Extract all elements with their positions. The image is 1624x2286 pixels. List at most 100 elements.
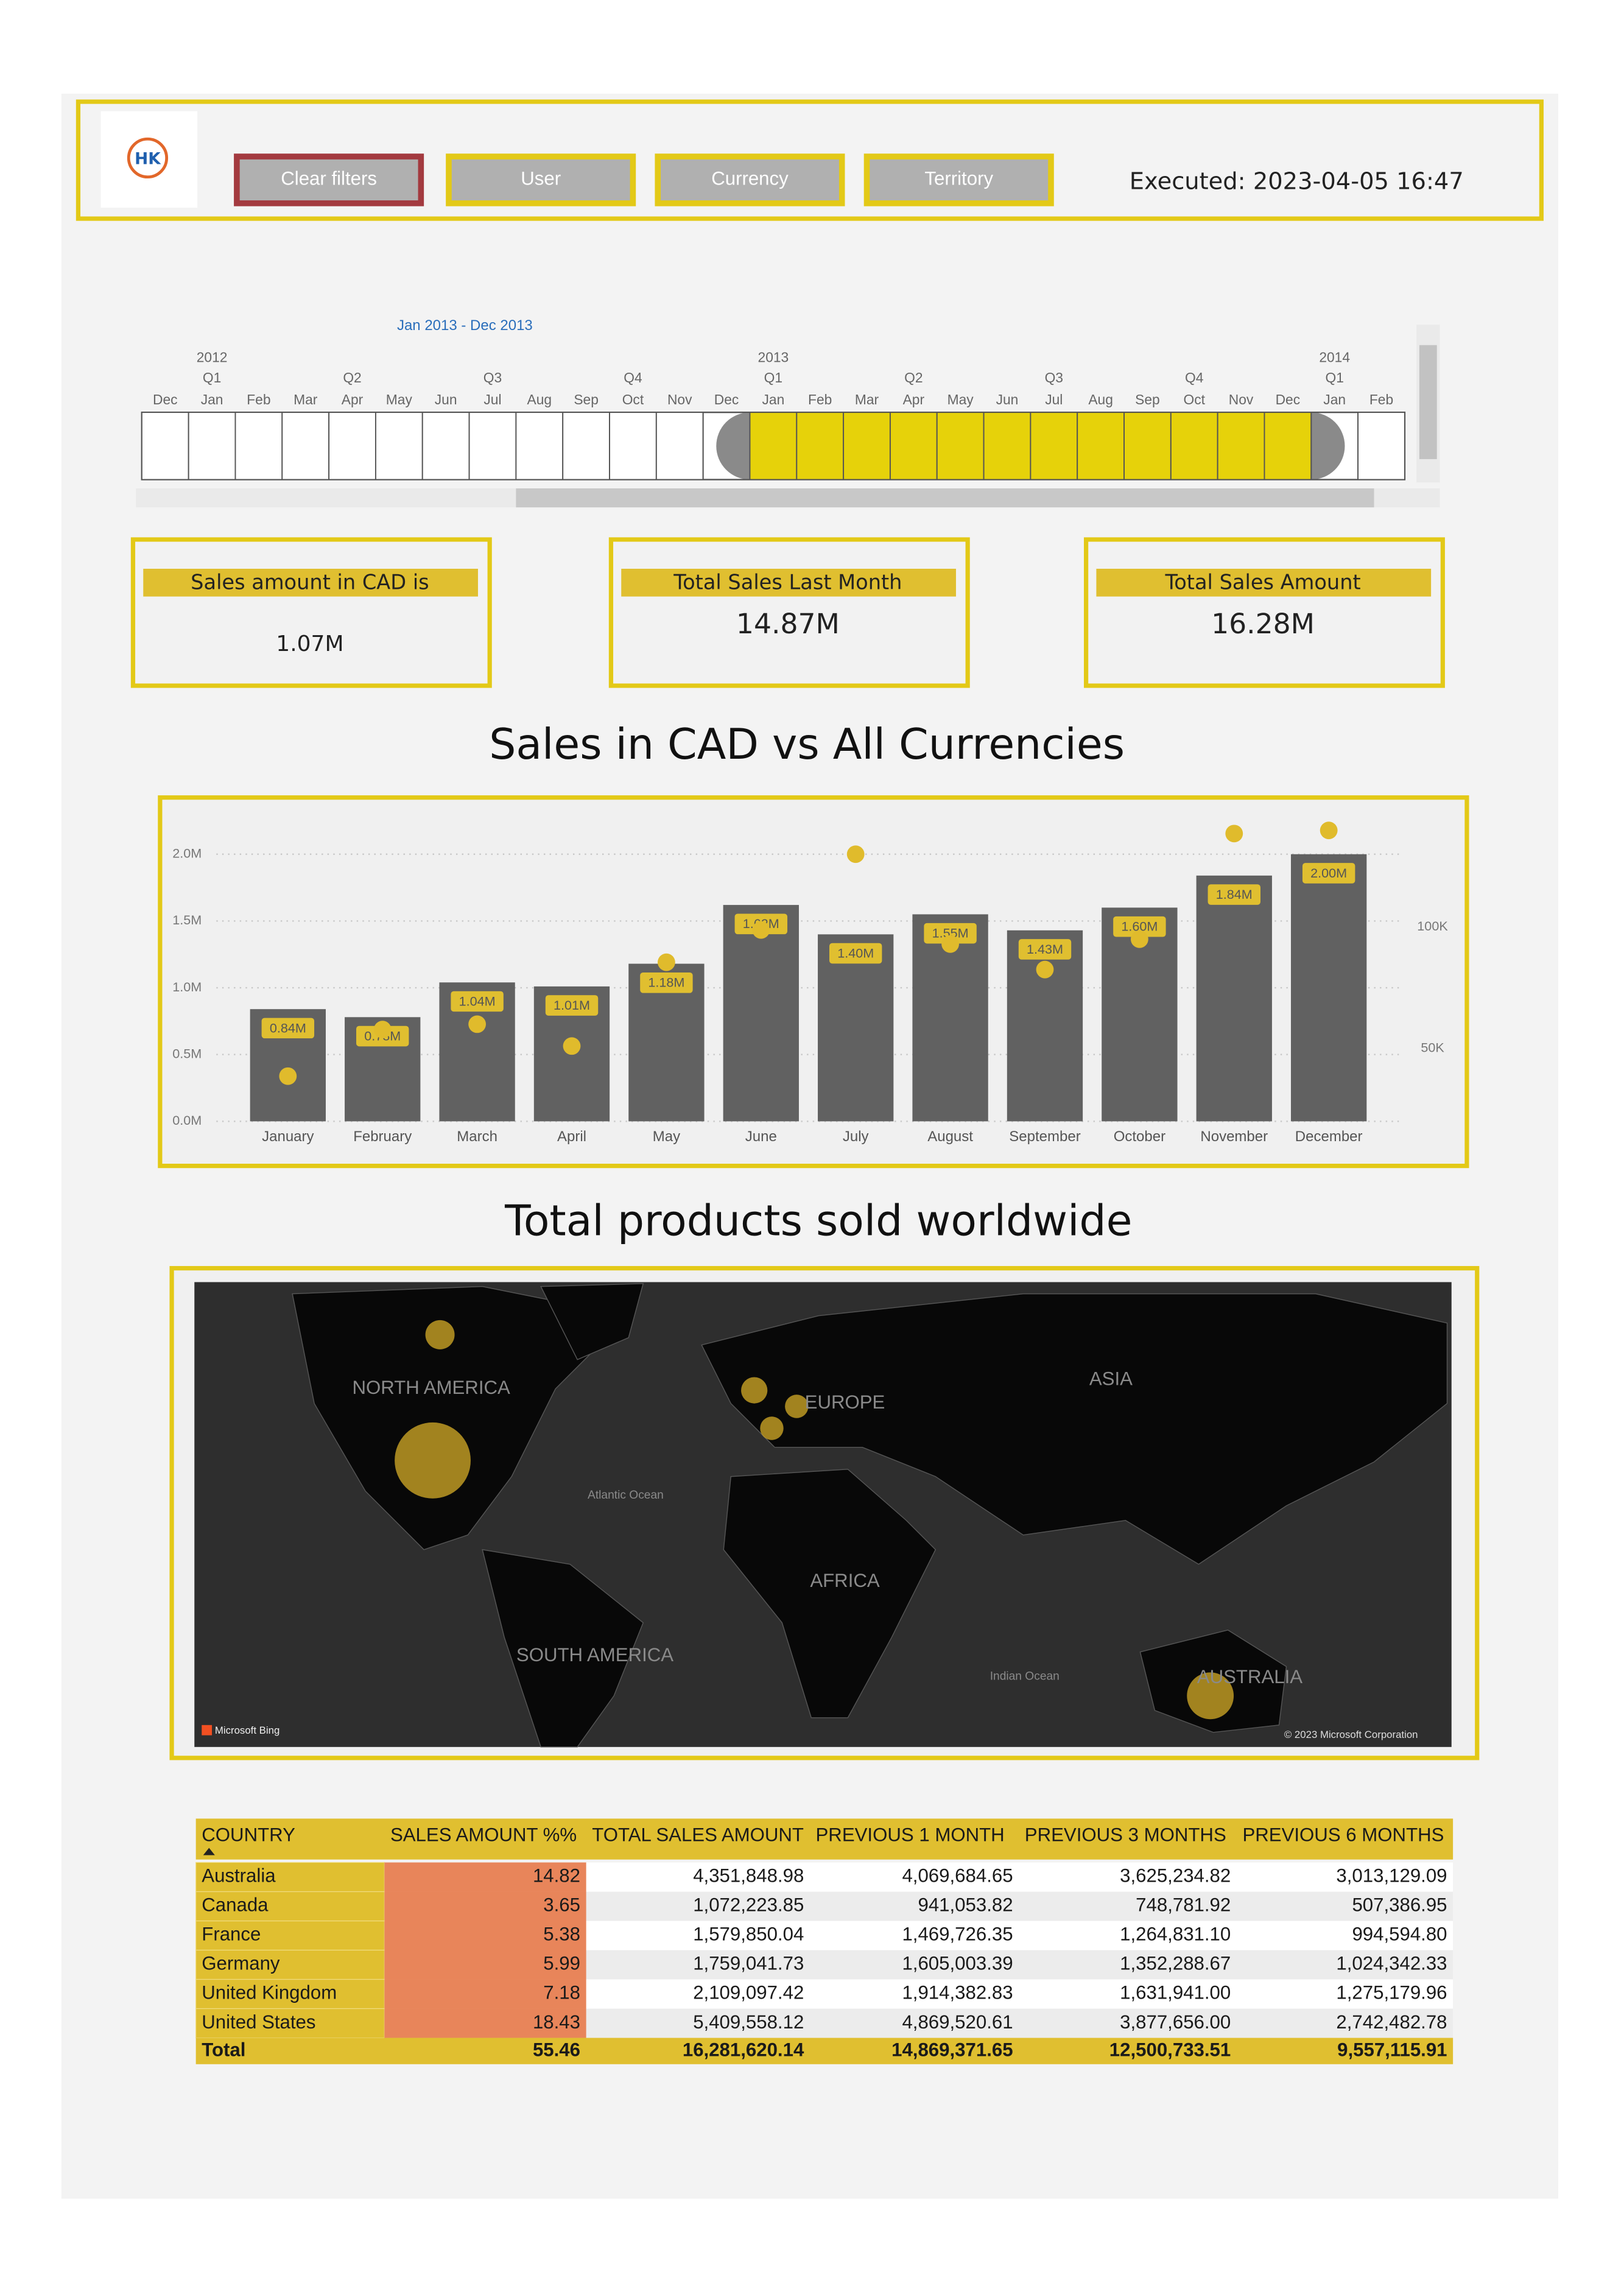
quarter-label: Q1 — [203, 370, 221, 385]
table-cell: 3,013,129.09 — [1336, 1865, 1447, 1887]
table-cell: 14.82 — [533, 1865, 580, 1887]
x-tick-label: August — [927, 1128, 973, 1145]
month-label: Jul — [483, 392, 501, 407]
month-label: Aug — [527, 392, 552, 407]
timeline-cell[interactable] — [843, 412, 891, 480]
table-cell: 1,072,223.85 — [693, 1894, 804, 1916]
dot — [658, 953, 675, 971]
month-label: Nov — [667, 392, 692, 407]
month-label: Jan — [201, 392, 223, 407]
month-label: Apr — [903, 392, 925, 407]
button-bg[interactable] — [446, 153, 636, 206]
logo-box — [100, 111, 198, 208]
month-label: Mar — [855, 392, 879, 407]
timeline-cell[interactable] — [936, 412, 985, 480]
x-tick-label: July — [843, 1128, 869, 1145]
value-label: 1.43M — [1027, 941, 1063, 957]
timeline-cell[interactable] — [1357, 412, 1405, 480]
card-box — [1084, 537, 1445, 688]
bar — [818, 934, 894, 1122]
timeline-cell[interactable] — [1170, 412, 1218, 480]
filter-button[interactable]: Territory — [863, 153, 1054, 206]
timeline-cell[interactable] — [1217, 412, 1265, 480]
chart-title: Sales in CAD vs All Currencies — [489, 720, 1125, 769]
button-bg[interactable] — [863, 153, 1054, 206]
pct-cell-bg — [384, 2008, 586, 2038]
dot — [1130, 930, 1148, 948]
timeline-cell[interactable] — [281, 412, 330, 480]
x-tick-label: May — [653, 1128, 680, 1145]
x-tick-label: December — [1295, 1128, 1363, 1145]
pct-cell-bg — [384, 1950, 586, 1980]
timeline-cell[interactable] — [796, 412, 845, 480]
dot — [468, 1015, 487, 1033]
h-scroll-thumb[interactable] — [516, 488, 1374, 508]
timeline-cell[interactable] — [1123, 412, 1172, 480]
timeline-cell[interactable] — [889, 412, 938, 480]
timeline-cell[interactable] — [1030, 412, 1078, 480]
month-label: Oct — [622, 392, 644, 407]
table-cell: 5.38 — [543, 1924, 580, 1945]
row-bg — [586, 1862, 1454, 1892]
column-header[interactable]: PREVIOUS 1 MONTH — [816, 1824, 1005, 1845]
x-tick-label: October — [1114, 1128, 1165, 1145]
timeline-cell[interactable] — [421, 412, 470, 480]
table-cell: 1,264,831.10 — [1120, 1924, 1231, 1945]
button-label[interactable]: Currency — [711, 168, 789, 189]
timeline-cell[interactable] — [1077, 412, 1125, 480]
button-label[interactable]: Clear filters — [281, 168, 377, 189]
value-label: 2.00M — [1310, 865, 1347, 881]
column-header[interactable]: TOTAL SALES AMOUNT — [592, 1824, 804, 1845]
month-label: Dec — [153, 392, 178, 407]
column-header[interactable]: SALES AMOUNT %% — [390, 1824, 577, 1845]
timeline-cell[interactable] — [328, 412, 376, 480]
cards: Sales amount in CAD is 1.07M Total Sales L… — [130, 537, 1445, 688]
column-header[interactable]: PREVIOUS 3 MONTHS — [1025, 1824, 1226, 1845]
value-label-bg — [261, 1018, 315, 1039]
value-label-bg — [924, 923, 977, 944]
country-cell-bg — [195, 1862, 385, 1893]
filter-button[interactable]: Clear filters — [234, 153, 424, 206]
timeline-cell[interactable] — [141, 412, 189, 480]
timeline-cell[interactable] — [609, 412, 657, 480]
v-scroll-thumb[interactable] — [1419, 345, 1437, 459]
total-cell: 14,869,371.65 — [891, 2039, 1013, 2060]
button-bg[interactable] — [655, 153, 845, 206]
x-tick-label: September — [1009, 1128, 1080, 1145]
total-cell: 9,557,115.91 — [1337, 2039, 1447, 2060]
month-label: Mar — [294, 392, 318, 407]
timeline-cell[interactable] — [374, 412, 423, 480]
column-header[interactable]: PREVIOUS 6 MONTHS — [1242, 1824, 1444, 1845]
map-bubbles — [395, 1320, 1234, 1720]
card-title: Sales amount in CAD is — [191, 570, 429, 594]
filter-button[interactable]: Currency — [655, 153, 845, 206]
table-cell: 1,024,342.33 — [1336, 1953, 1447, 1974]
total-cell: 55.46 — [533, 2039, 580, 2060]
timeline-cell[interactable] — [515, 412, 564, 480]
value-label-bg — [640, 972, 693, 993]
card-value: 1.07M — [276, 631, 343, 656]
value-label-bg — [1018, 939, 1072, 960]
table-cell: 4,351,848.98 — [693, 1865, 804, 1887]
month-label: Aug — [1088, 392, 1113, 407]
timeline-cell[interactable] — [655, 412, 704, 480]
timeline-cell[interactable] — [983, 412, 1032, 480]
y-tick-label: 1.5M — [172, 912, 202, 927]
month-label: Feb — [247, 392, 270, 407]
button-bg[interactable] — [234, 153, 424, 206]
button-label[interactable]: User — [521, 168, 561, 189]
filter-button[interactable]: User — [446, 153, 636, 206]
column-header[interactable]: COUNTRY — [202, 1824, 295, 1845]
map-label: EUROPE — [805, 1391, 885, 1413]
timeline-cell[interactable] — [1264, 412, 1312, 480]
month-label: Jan — [1323, 392, 1346, 407]
timeline-cell[interactable] — [749, 412, 798, 480]
total-cell: 12,500,733.51 — [1109, 2039, 1231, 2060]
timeline-cell[interactable] — [234, 412, 283, 480]
timeline-cell[interactable] — [562, 412, 610, 480]
button-label[interactable]: Territory — [924, 168, 993, 189]
timeline-cell[interactable] — [468, 412, 517, 480]
quarter-label: Q3 — [483, 370, 502, 385]
table-cell: 2,742,482.78 — [1336, 2011, 1447, 2033]
timeline-cell[interactable] — [188, 412, 236, 480]
